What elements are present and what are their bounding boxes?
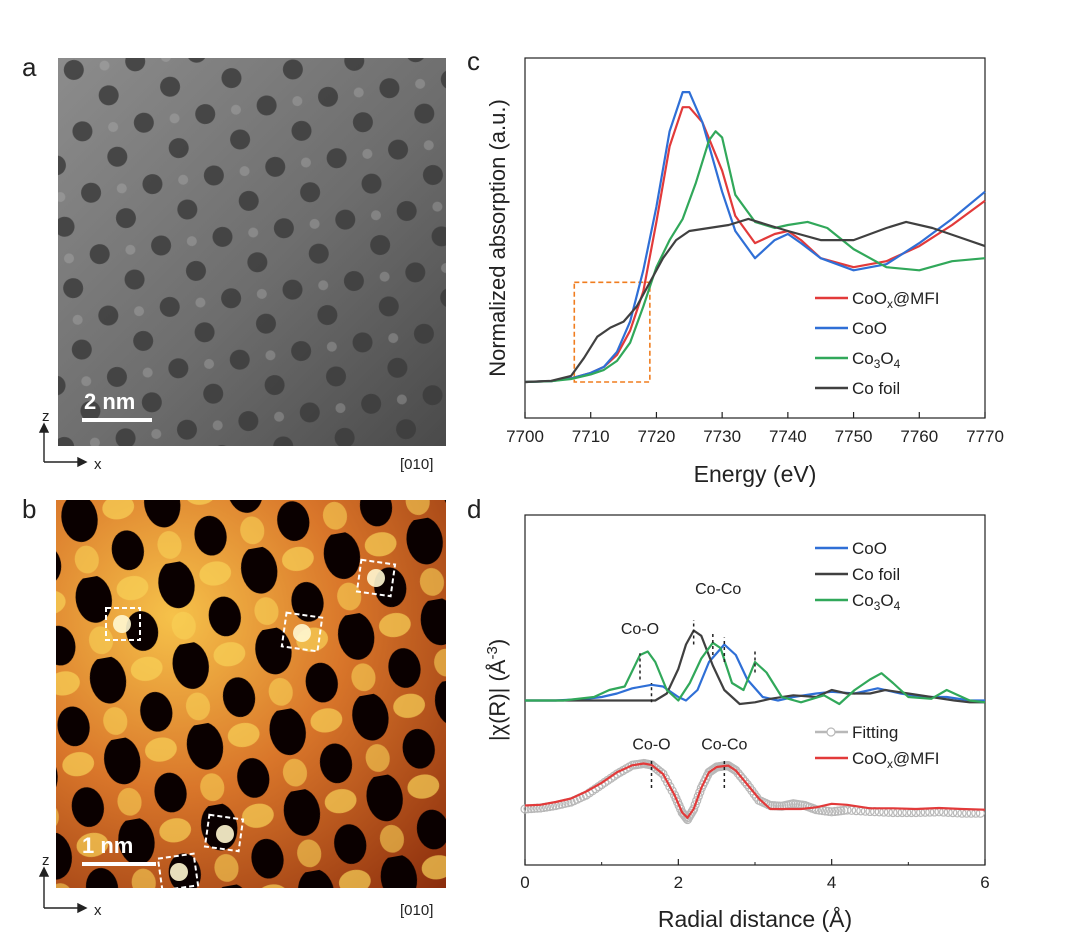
stem-pattern-a bbox=[58, 58, 446, 446]
legend-label-c: CoOx@MFI bbox=[852, 289, 939, 311]
fit-point-d bbox=[690, 800, 700, 810]
axis-x-a: x bbox=[94, 456, 102, 473]
x-tick-label-d: 0 bbox=[520, 873, 529, 892]
x-tick-label-c: 7700 bbox=[506, 427, 544, 446]
fit-point-d bbox=[738, 774, 748, 784]
scale-bar-b-label: 1 nm bbox=[82, 833, 134, 858]
legend-label-d: CoOx@MFI bbox=[852, 749, 939, 771]
fit-point-d bbox=[693, 791, 703, 802]
fit-point-d bbox=[823, 806, 834, 816]
dashed-box-c bbox=[573, 281, 651, 383]
fit-point-d bbox=[731, 765, 741, 776]
x-axis-label-c: Energy (eV) bbox=[694, 461, 817, 487]
series-line-co3o4 bbox=[524, 130, 986, 384]
fit-point-d bbox=[692, 795, 702, 806]
fit-point-d bbox=[689, 804, 699, 814]
plot-frame-c bbox=[524, 57, 986, 419]
fit-point-d bbox=[836, 806, 846, 816]
legend-label-c: Co foil bbox=[852, 379, 900, 398]
series-line-coo bbox=[524, 91, 986, 384]
x-tick-label-c: 7720 bbox=[638, 427, 676, 446]
legend-marker-d bbox=[826, 727, 836, 737]
legend-label-c: Co3O4 bbox=[852, 349, 901, 371]
series-line-co-foil bbox=[524, 217, 986, 384]
x-tick-label-c: 7760 bbox=[900, 427, 938, 446]
axis-z-b: z bbox=[42, 852, 50, 869]
color-image-b: 1 nm bbox=[56, 500, 446, 888]
scale-bar-a bbox=[82, 418, 152, 422]
series-line-d-co-foil bbox=[525, 629, 985, 706]
scale-bar-a-label: 2 nm bbox=[84, 389, 136, 414]
x-tick-label-d: 2 bbox=[674, 873, 683, 892]
highlight-box bbox=[105, 607, 141, 641]
color-pattern-b bbox=[56, 500, 446, 888]
y-axis-label-d: |χ(R)| (Å-3) bbox=[484, 639, 510, 741]
x-tick-label-c: 7710 bbox=[572, 427, 610, 446]
fit-point-d bbox=[740, 777, 750, 787]
x-tick-label-c: 7750 bbox=[835, 427, 873, 446]
peak-annotation-d: Co-O bbox=[632, 737, 670, 754]
legend-label-d: Fitting bbox=[852, 723, 898, 742]
x-tick-label-c: 7770 bbox=[966, 427, 1004, 446]
fit-point-d bbox=[735, 771, 746, 781]
series-line-d-coox-mfi bbox=[524, 762, 986, 819]
scale-bar-b bbox=[82, 862, 156, 866]
fit-point-d bbox=[687, 806, 698, 816]
x-tick-label-d: 6 bbox=[980, 873, 989, 892]
axis-z-a: z bbox=[42, 408, 50, 425]
zone-axis-a: [010] bbox=[400, 456, 434, 473]
legend-label-d: Co3O4 bbox=[852, 591, 901, 613]
zone-axis-b: [010] bbox=[400, 902, 434, 919]
axis-x-b: x bbox=[94, 902, 102, 919]
panel-label-c: c bbox=[467, 46, 480, 76]
y-axis-label-c: Normalized absorption (a.u.) bbox=[485, 99, 510, 377]
x-axis-label-d: Radial distance (Å) bbox=[658, 905, 852, 932]
legend-label-c: CoO bbox=[852, 319, 887, 338]
fit-point-d bbox=[833, 806, 843, 816]
peak-annotation-d: Co-O bbox=[621, 621, 659, 638]
legend-label-d: CoO bbox=[852, 539, 887, 558]
legend-label-d: Co foil bbox=[852, 565, 900, 584]
x-tick-label-c: 7730 bbox=[703, 427, 741, 446]
fit-point-d bbox=[733, 768, 743, 778]
peak-annotation-d: Co-Co bbox=[695, 581, 741, 598]
peak-annotation-d: Co-Co bbox=[701, 737, 747, 754]
fit-point-d bbox=[827, 807, 837, 817]
stem-image-a: 2 nm bbox=[58, 58, 446, 446]
fit-point-d bbox=[830, 806, 840, 817]
panel-label-a: a bbox=[22, 52, 37, 82]
x-tick-label-d: 4 bbox=[827, 873, 836, 892]
fit-point-d bbox=[820, 806, 831, 816]
fit-point-d bbox=[811, 805, 821, 815]
fit-point-d bbox=[842, 805, 852, 815]
series-line-d-co3o4 bbox=[525, 641, 986, 706]
panel-label-d: d bbox=[467, 494, 482, 524]
panel-label-b: b bbox=[22, 494, 37, 524]
x-tick-label-c: 7740 bbox=[769, 427, 807, 446]
fit-point-d bbox=[656, 767, 666, 777]
